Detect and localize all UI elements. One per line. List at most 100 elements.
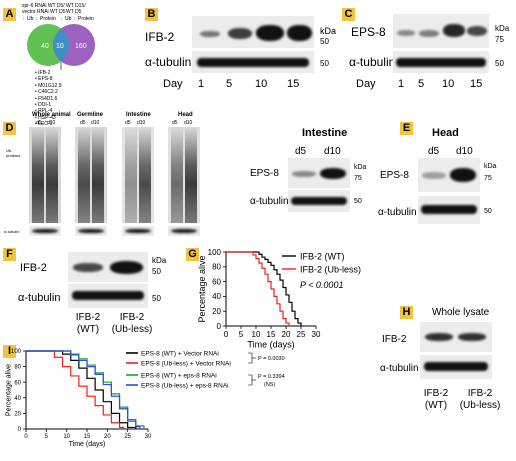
- whole-lysate-title: Whole lysate: [432, 307, 490, 318]
- lane-label: IFB-2: [119, 312, 145, 323]
- venn-count-mid: 10: [56, 43, 64, 50]
- venn-header-left-1: spr-6 RNAi WT D5/: [22, 3, 65, 9]
- mw-marker: 50: [495, 59, 504, 68]
- lane-label: (WT): [424, 400, 448, 411]
- x-tick-label: 10: [63, 434, 70, 440]
- panel-label-i: I: [3, 345, 16, 358]
- x-tick-label: 5: [239, 330, 244, 339]
- blot-d-head-tubulin: [168, 226, 200, 236]
- y-tick-label: 20: [212, 307, 221, 316]
- lane-label: d10: [456, 146, 473, 157]
- lane-label: d10: [184, 120, 193, 126]
- lane-label: IFB-2: [75, 312, 101, 323]
- legend-label: EPS-8 (WT) + eps-8 RNAi: [141, 373, 217, 380]
- blot-b-ifb2: [192, 16, 314, 48]
- ifb2-row-label: IFB-2: [382, 334, 407, 345]
- gene-list-item: • IFB-2: [35, 70, 51, 76]
- day-tick: 15: [287, 78, 300, 90]
- day-tick: 15: [470, 78, 483, 90]
- mw-marker: 50: [152, 267, 161, 276]
- mw-marker: 50: [484, 208, 492, 215]
- day-label: Day: [163, 78, 183, 90]
- lane-label: d5: [36, 120, 42, 126]
- lane-label: IFB-2: [423, 388, 449, 399]
- ifb2-row-label: IFB-2: [145, 30, 175, 44]
- y-tick-label: 100: [11, 349, 22, 355]
- blot-d-head: [168, 127, 200, 223]
- legend-label: IFB-2 (Ub-less): [300, 265, 361, 275]
- mw-marker: 50: [354, 198, 362, 205]
- tubulin-row-label: α-tubulin: [378, 207, 417, 218]
- day-tick: 10: [255, 78, 268, 90]
- kda-label: kDa: [152, 256, 167, 265]
- venn-header-right-1: WT D15/: [66, 3, 86, 9]
- blot-d-germline: [75, 127, 107, 223]
- lane-label: (Ub-less): [459, 400, 501, 411]
- intestine-title: Intestine: [302, 127, 348, 139]
- x-tick-label: 0: [24, 434, 28, 440]
- blot-c-eps8: [393, 14, 489, 48]
- mw-marker: 50: [152, 294, 161, 303]
- head-title: Head: [432, 127, 459, 139]
- x-tick-label: 20: [282, 330, 291, 339]
- lane-label: d10: [137, 120, 146, 126]
- venn-header-right-2: WT D5: [66, 9, 82, 15]
- blot-title: Germline: [77, 112, 104, 118]
- blot-c-tubulin: [393, 51, 489, 73]
- lane-label: d10: [91, 120, 100, 126]
- y-tick-label: 40: [212, 292, 221, 301]
- survival-curve: [226, 251, 290, 326]
- y-tick-label: 60: [212, 277, 221, 286]
- venn-overlap: [53, 28, 69, 62]
- blot-e-tubulin: [418, 196, 480, 224]
- survival-curve: [26, 350, 125, 429]
- eps8-row-label: EPS-8: [380, 170, 409, 181]
- gene-list-item: • C46C2.2: [35, 89, 58, 96]
- up-arrow-icon: ↑: [73, 16, 76, 22]
- legend-label: EPS-8 (Ub-less) + eps-8 RNAi: [141, 383, 229, 390]
- x-tick-label: 15: [84, 434, 91, 440]
- gene-list-item: • DDI-1: [35, 102, 52, 109]
- tubulin-row-label: α-tubulin: [380, 363, 419, 374]
- lane-label: d5: [428, 146, 440, 157]
- venn-count-left: 40: [41, 43, 49, 50]
- mw-marker: 50: [320, 59, 329, 68]
- survival-curve: [226, 251, 302, 326]
- blot-d-germline-tubulin: [75, 226, 107, 236]
- x-tick-label: 25: [297, 330, 306, 339]
- lane-label: d5: [172, 120, 178, 126]
- x-tick-label: 0: [224, 330, 229, 339]
- panel-label-f: F: [3, 248, 16, 261]
- x-tick-label: 10: [252, 330, 261, 339]
- lane-label: d5: [125, 120, 131, 126]
- blot-d-intestine-tubulin: [122, 226, 154, 236]
- day-tick: 1: [198, 78, 205, 90]
- tubulin-row-label: α-tubulin: [145, 55, 192, 69]
- ub-proteins-label: Ub-proteins: [6, 148, 21, 158]
- lane-label: d10: [47, 120, 56, 126]
- legend-label: EPS-8 (WT) + Vector RNAi: [141, 351, 219, 358]
- venn-diagram: 40 10 160: [27, 24, 95, 70]
- y-tick-label: 0: [18, 427, 22, 433]
- down-arrow-icon: ↓: [60, 16, 63, 22]
- lane-label: d10: [324, 146, 341, 157]
- venn-ub-up-left: Ub: [27, 16, 34, 22]
- gene-list-item: • HSP-43: [35, 114, 56, 121]
- bracket: [248, 374, 253, 386]
- kda-label: kDa: [484, 163, 497, 170]
- blot-title: Head: [178, 112, 193, 118]
- p-value: P = 0.0030: [258, 356, 285, 362]
- blot-title: Whole animal: [32, 112, 71, 118]
- kda-label: kDa: [354, 164, 367, 171]
- panel-label-c: C: [342, 8, 355, 21]
- x-tick-label: 20: [104, 434, 111, 440]
- bracket: [248, 352, 253, 364]
- mw-marker: 75: [484, 175, 492, 182]
- lane-label: (WT): [76, 324, 100, 335]
- y-tick-label: 20: [14, 412, 21, 418]
- up-arrow-icon: ↑: [22, 16, 25, 22]
- venn-protein-down-left: Protein: [40, 16, 56, 22]
- p-value: P = 0.3394: [258, 374, 285, 380]
- blot-intestine-tubulin: [288, 190, 350, 212]
- blot-h-tubulin: [420, 355, 492, 379]
